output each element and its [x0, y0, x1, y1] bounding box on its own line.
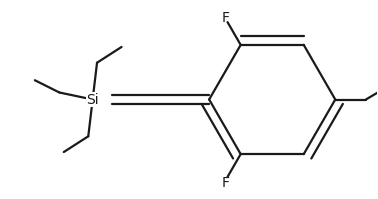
Text: Si: Si: [86, 93, 99, 106]
Text: F: F: [222, 176, 230, 190]
Text: F: F: [222, 11, 230, 25]
